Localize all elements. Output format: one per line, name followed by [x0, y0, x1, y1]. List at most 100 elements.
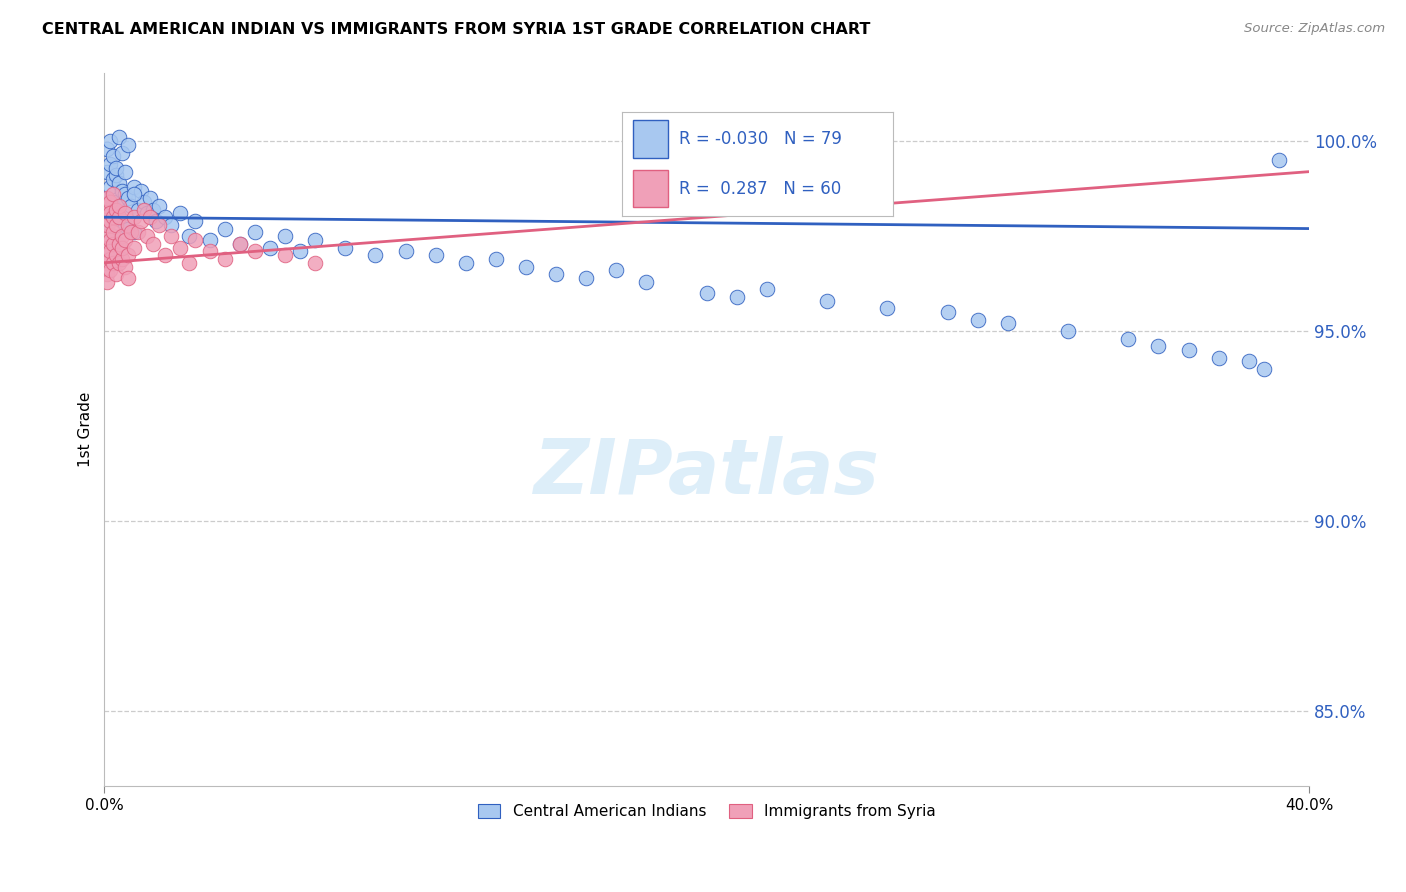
Point [214, 221, 236, 235]
Point [100, 179, 122, 194]
Point [111, 214, 134, 228]
Point [425, 248, 447, 262]
Point [105, 248, 128, 262]
Point [177, 256, 200, 270]
Point [100, 233, 122, 247]
Point [1118, 332, 1140, 346]
Point [394, 244, 416, 259]
Point [96, 256, 118, 270]
Point [111, 184, 134, 198]
Point [105, 218, 128, 232]
Point [117, 221, 139, 235]
Legend: Central American Indians, Immigrants from Syria: Central American Indians, Immigrants fro… [471, 797, 942, 825]
Point [214, 252, 236, 266]
Point [696, 286, 718, 301]
Point [114, 233, 136, 247]
Point [997, 317, 1019, 331]
Point [124, 187, 146, 202]
Point [454, 256, 477, 270]
Point [96, 191, 118, 205]
Point [103, 187, 125, 202]
Point [100, 252, 122, 266]
Point [108, 130, 131, 145]
Point [100, 134, 122, 148]
Point [100, 263, 122, 277]
Point [108, 236, 131, 251]
Point [198, 244, 221, 259]
Point [96, 218, 118, 232]
Point [876, 301, 898, 316]
Point [117, 248, 139, 262]
Point [96, 267, 118, 281]
Point [1208, 351, 1230, 365]
Point [129, 214, 152, 228]
Point [108, 210, 131, 224]
Point [105, 202, 128, 217]
Point [103, 229, 125, 244]
Point [105, 161, 128, 175]
Point [132, 202, 155, 217]
Point [124, 226, 146, 240]
Point [243, 244, 266, 259]
Point [142, 236, 165, 251]
Point [1147, 339, 1170, 353]
Point [117, 138, 139, 153]
Point [153, 248, 176, 262]
Point [605, 263, 627, 277]
Point [100, 244, 122, 259]
Point [108, 210, 131, 224]
Point [124, 241, 146, 255]
Point [108, 256, 131, 270]
Point [177, 229, 200, 244]
Point [145, 214, 167, 228]
Point [159, 218, 181, 232]
Point [96, 229, 118, 244]
Point [575, 271, 598, 285]
Point [96, 218, 118, 232]
Point [198, 233, 221, 247]
Point [121, 199, 143, 213]
Point [184, 214, 207, 228]
Point [105, 194, 128, 209]
Point [111, 252, 134, 266]
Point [153, 210, 176, 224]
Point [100, 194, 122, 209]
Point [304, 233, 326, 247]
Point [725, 290, 748, 304]
Point [117, 271, 139, 285]
Point [96, 248, 118, 262]
Point [111, 145, 134, 160]
Point [100, 206, 122, 220]
Point [105, 267, 128, 281]
Point [274, 229, 297, 244]
Point [259, 241, 281, 255]
Point [1268, 153, 1291, 168]
Point [129, 184, 152, 198]
Point [103, 236, 125, 251]
Point [111, 241, 134, 255]
Point [546, 267, 568, 281]
Point [105, 169, 128, 183]
Point [288, 244, 311, 259]
Point [124, 210, 146, 224]
Point [96, 275, 118, 289]
Point [755, 282, 778, 296]
Point [103, 256, 125, 270]
Point [1237, 354, 1260, 368]
Point [96, 191, 118, 205]
Point [169, 241, 191, 255]
Point [138, 210, 160, 224]
Point [148, 218, 170, 232]
Point [127, 226, 149, 240]
Point [111, 229, 134, 244]
Point [274, 248, 297, 262]
Point [108, 176, 131, 190]
Point [103, 226, 125, 240]
Point [117, 218, 139, 232]
Point [121, 226, 143, 240]
Point [636, 275, 658, 289]
Point [148, 199, 170, 213]
Point [243, 226, 266, 240]
Point [103, 172, 125, 186]
Point [103, 149, 125, 163]
